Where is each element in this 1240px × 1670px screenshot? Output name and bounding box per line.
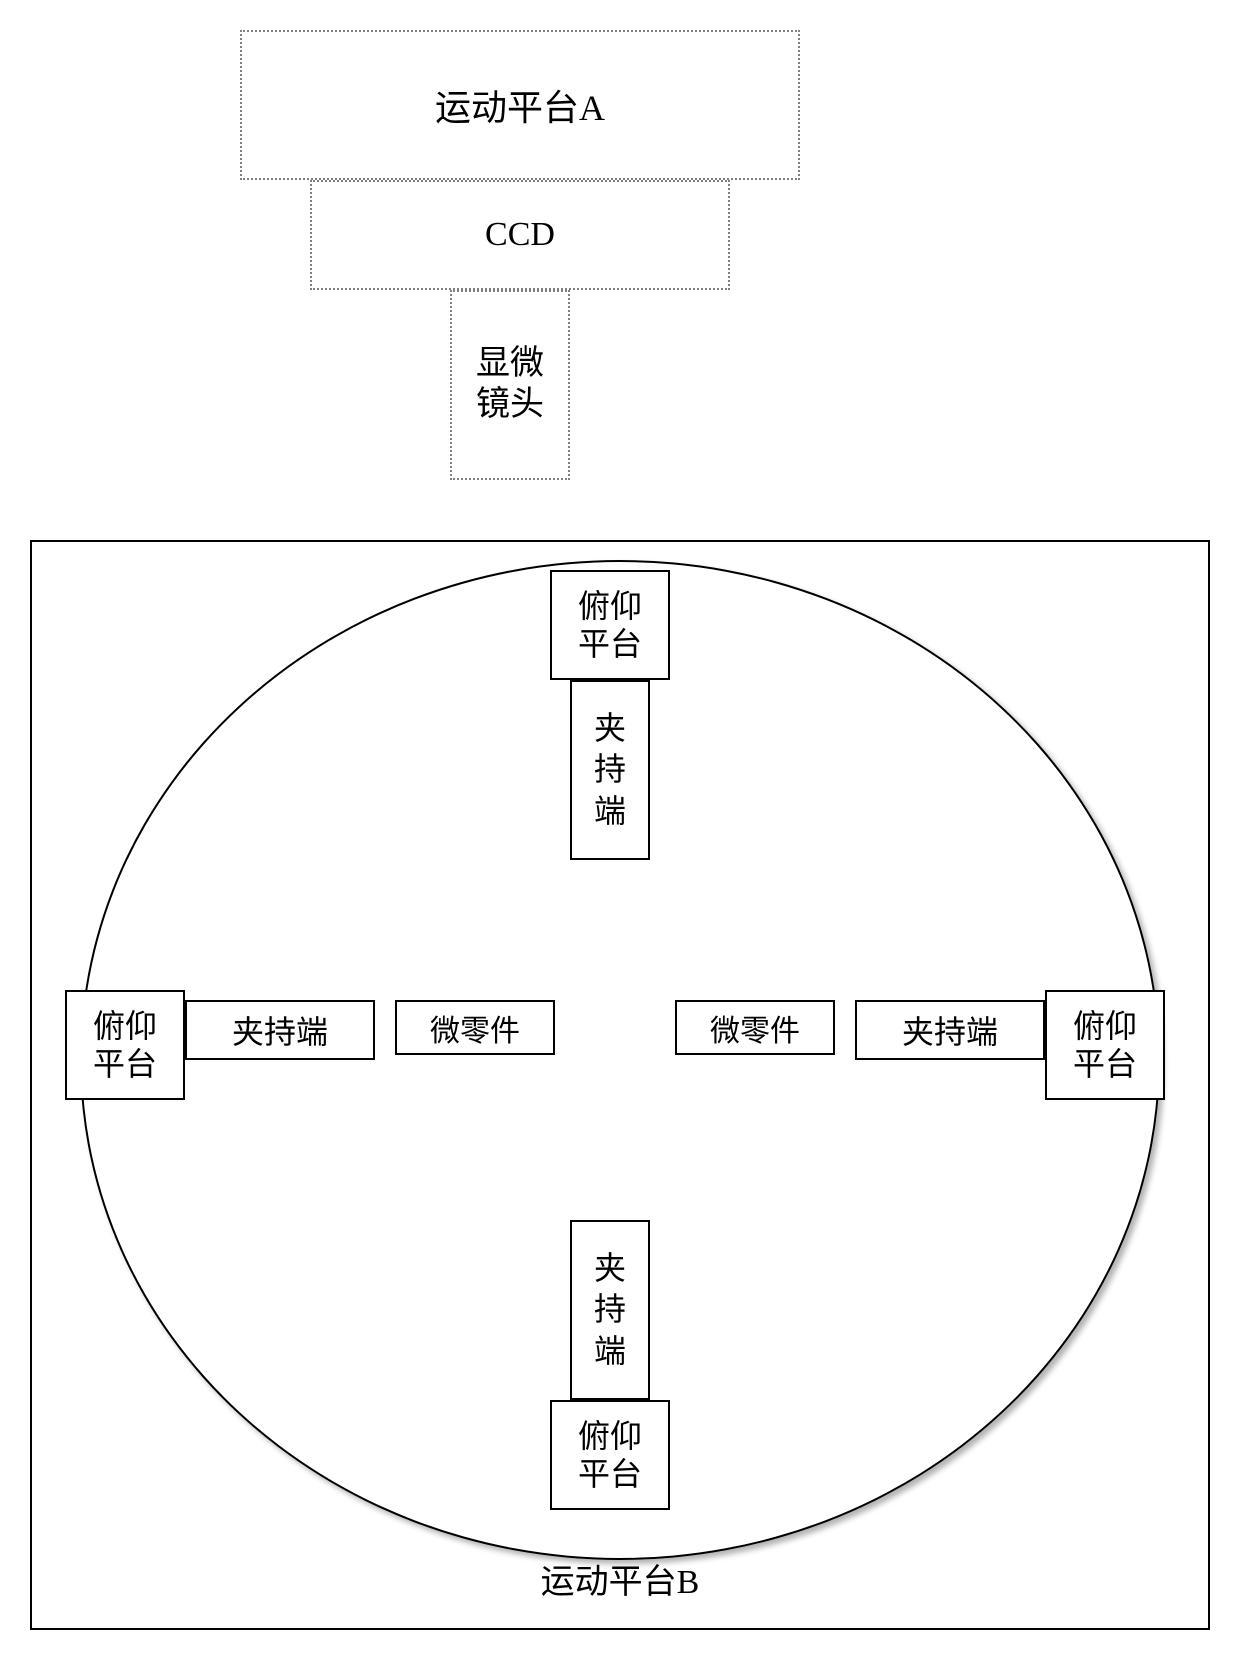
platform-a-box: 运动平台A <box>240 30 800 180</box>
platform-b-label: 运动平台B <box>541 1554 700 1603</box>
bottom-pitch-label-2: 平台 <box>578 1455 642 1493</box>
bottom-pitch-label-1: 俯仰 <box>578 1417 642 1455</box>
lens-label-1: 显微 <box>476 344 544 385</box>
top-pitch-label-2: 平台 <box>578 625 642 663</box>
left-clamp-box: 夹持端 <box>185 1000 375 1060</box>
platform-a-label: 运动平台A <box>435 79 605 131</box>
left-pitch-label-2: 平台 <box>93 1045 157 1083</box>
platform-b-label-box: 运动平台B <box>490 1558 750 1598</box>
bottom-clamp-c2: 持 <box>594 1289 626 1331</box>
bottom-clamp-c3: 端 <box>594 1331 626 1373</box>
bottom-clamp-c1: 夹 <box>594 1248 626 1290</box>
right-micropart-box: 微零件 <box>675 1000 835 1055</box>
top-clamp-box: 夹 持 端 <box>570 680 650 860</box>
ccd-label: CCD <box>485 216 555 254</box>
ccd-box: CCD <box>310 180 730 290</box>
lens-box: 显微 镜头 <box>450 290 570 480</box>
left-pitch-box: 俯仰 平台 <box>65 990 185 1100</box>
right-pitch-label-2: 平台 <box>1073 1045 1137 1083</box>
left-pitch-label-1: 俯仰 <box>93 1007 157 1045</box>
bottom-pitch-box: 俯仰 平台 <box>550 1400 670 1510</box>
left-clamp-label: 夹持端 <box>232 1007 328 1053</box>
right-clamp-box: 夹持端 <box>855 1000 1045 1060</box>
top-pitch-label-1: 俯仰 <box>578 587 642 625</box>
lens-label-2: 镜头 <box>476 385 544 426</box>
right-pitch-label-1: 俯仰 <box>1073 1007 1137 1045</box>
right-micropart-label: 微零件 <box>710 1006 800 1050</box>
left-micropart-label: 微零件 <box>430 1006 520 1050</box>
top-pitch-box: 俯仰 平台 <box>550 570 670 680</box>
bottom-clamp-box: 夹 持 端 <box>570 1220 650 1400</box>
top-clamp-c3: 端 <box>594 791 626 833</box>
right-pitch-box: 俯仰 平台 <box>1045 990 1165 1100</box>
top-clamp-c1: 夹 <box>594 708 626 750</box>
top-clamp-c2: 持 <box>594 749 626 791</box>
right-clamp-label: 夹持端 <box>902 1007 998 1053</box>
left-micropart-box: 微零件 <box>395 1000 555 1055</box>
